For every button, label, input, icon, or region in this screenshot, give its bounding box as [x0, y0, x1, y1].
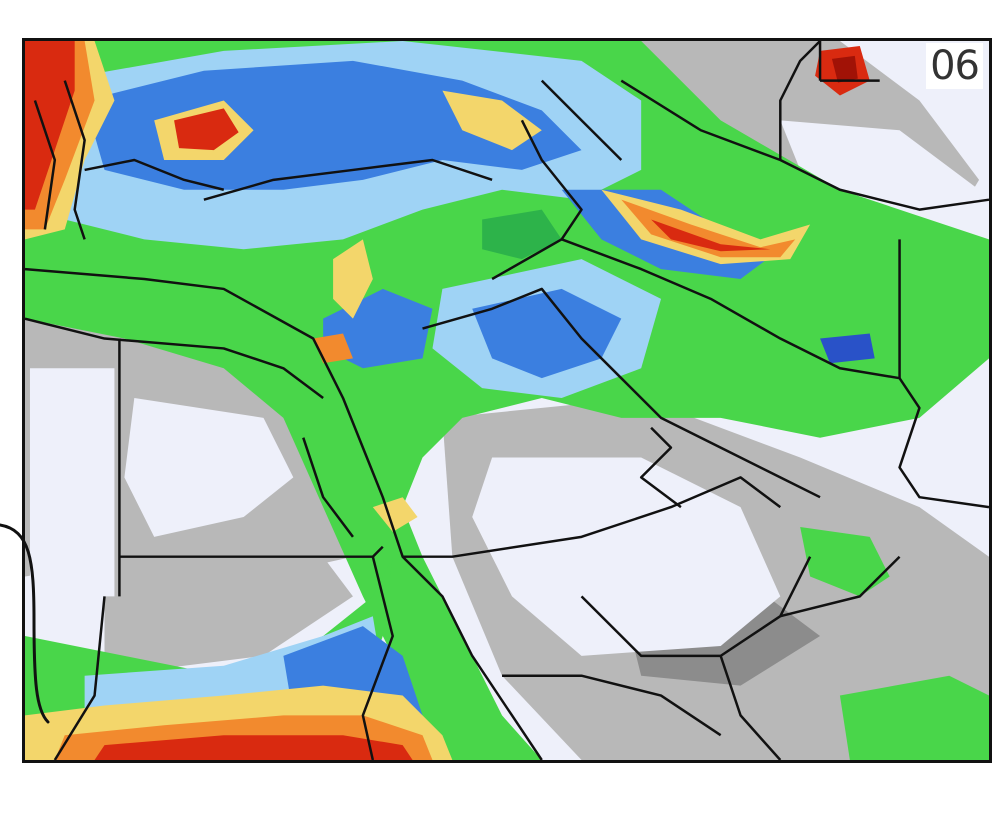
blue-layer: [54, 41, 875, 736]
time-step-label: 06: [926, 43, 983, 89]
country-borders: [25, 41, 989, 760]
map-canvas: [25, 41, 989, 760]
precipitation-map: 06: [22, 38, 992, 763]
intense-layer: [25, 41, 870, 760]
